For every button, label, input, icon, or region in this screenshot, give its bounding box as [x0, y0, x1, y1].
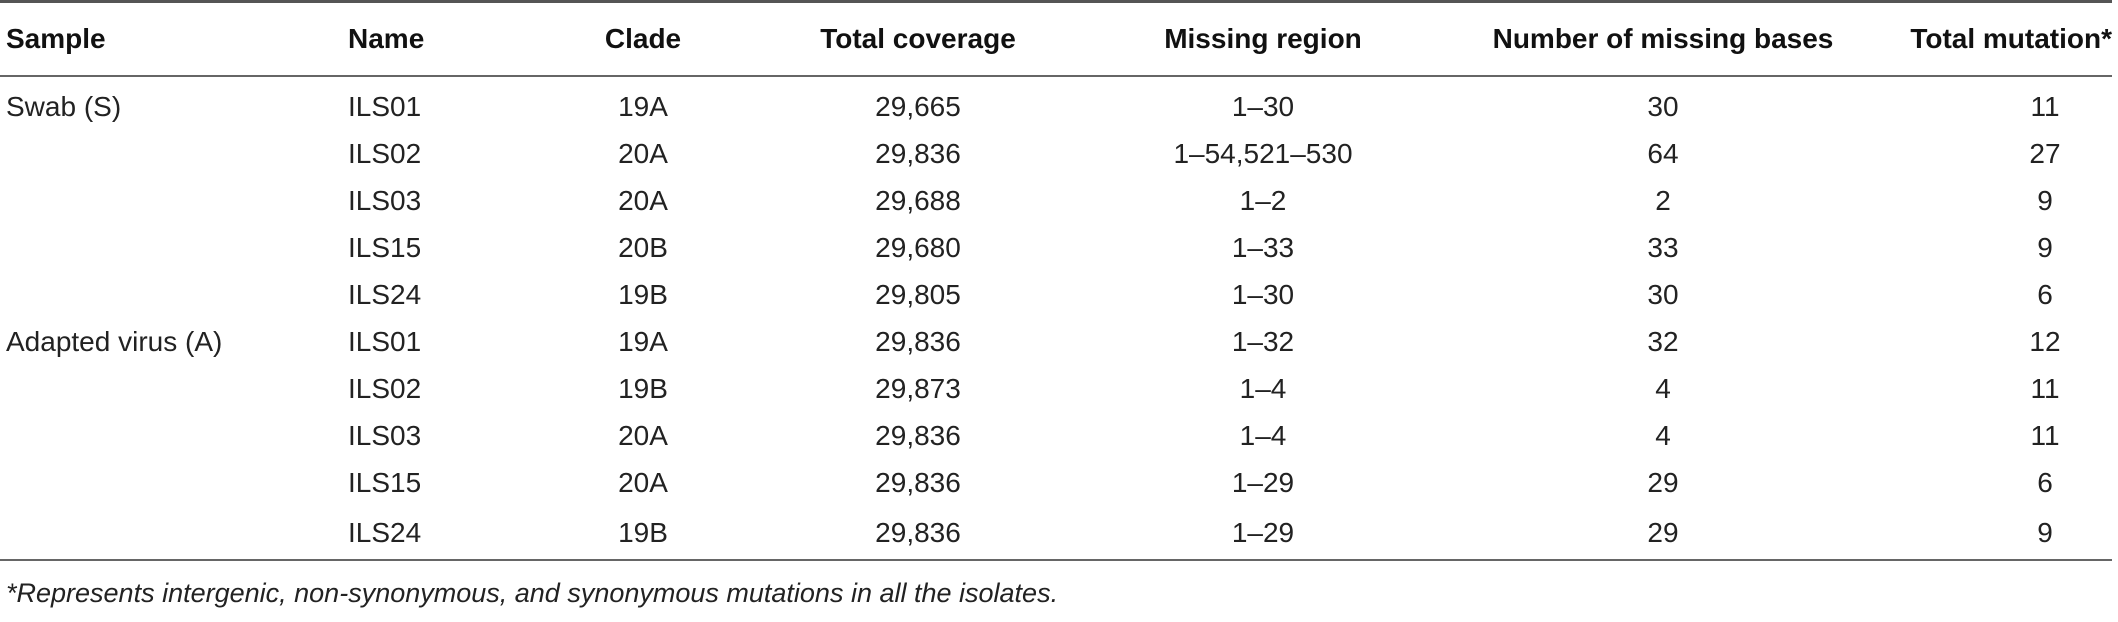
table-row: ILS15 20B 29,680 1–33 33 9 [0, 224, 2112, 271]
cell-name: ILS02 [348, 137, 422, 169]
cell-missing-bases: 29 [1647, 467, 1679, 499]
cell-missing-bases: 30 [1647, 90, 1679, 122]
header-name: Name [348, 0, 518, 77]
cell-name: ILS03 [348, 184, 422, 216]
cell-missing-region: 1–32 [1231, 326, 1295, 358]
table-row: Swab (S) ILS01 19A 29,665 1–30 30 11 [0, 76, 2112, 130]
cell-total-coverage: 29,836 [768, 506, 1068, 561]
cell-total-mutation: 9 [2037, 184, 2053, 216]
cell-clade: 20A [618, 137, 668, 169]
cell-clade: 19B [518, 506, 768, 561]
cell-total-mutation: 6 [2037, 467, 2053, 499]
table-row: ILS24 19B 29,836 1–29 29 9 [0, 506, 2112, 561]
cell-sample [0, 177, 348, 224]
cell-clade: 20A [618, 467, 668, 499]
cell-sample [0, 506, 348, 561]
cell-missing-region: 1–4 [1239, 373, 1287, 405]
table-footnote: *Represents intergenic, non-synonymous, … [6, 578, 1059, 608]
cell-sample [0, 224, 348, 271]
table-row: ILS24 19B 29,805 1–30 30 6 [0, 271, 2112, 318]
cell-missing-region: 1–29 [1068, 506, 1458, 561]
cell-name: ILS24 [348, 506, 518, 561]
table-row: Adapted virus (A) ILS01 19A 29,836 1–32 32 12 [0, 318, 2112, 365]
cell-total-mutation: 6 [2037, 278, 2053, 310]
cell-missing-bases: 30 [1647, 278, 1679, 310]
cell-total-coverage: 29,836 [875, 467, 961, 499]
cell-total-coverage: 29,873 [875, 373, 961, 405]
cell-clade: 20A [618, 420, 668, 452]
cell-name: ILS03 [348, 420, 422, 452]
cell-missing-region: 1–33 [1231, 231, 1295, 263]
cell-missing-bases: 4 [1655, 420, 1671, 452]
cell-clade: 20A [618, 184, 668, 216]
cell-missing-bases: 64 [1647, 137, 1679, 169]
cell-name: ILS02 [348, 373, 422, 405]
header-clade: Clade [518, 0, 768, 77]
cell-missing-region: 1–2 [1239, 184, 1287, 216]
cell-sample [0, 460, 348, 507]
cell-name: ILS15 [348, 231, 422, 263]
header-missing-bases: Number of missing bases [1458, 0, 1868, 77]
cell-sample [0, 130, 348, 177]
cell-clade: 19B [618, 373, 668, 405]
header-row: Sample Name Clade Total coverage Missing… [0, 0, 2112, 77]
header-sample: Sample [0, 0, 348, 77]
table-body: Swab (S) ILS01 19A 29,665 1–30 30 11 ILS02 20A 29… [0, 76, 2112, 561]
cell-missing-region: 1–29 [1231, 467, 1295, 499]
cell-total-mutation: 9 [2037, 231, 2053, 263]
header-missing-region: Missing region [1068, 0, 1458, 77]
cell-missing-bases: 32 [1647, 326, 1679, 358]
cell-sample: Swab (S) [6, 90, 122, 122]
header-total-coverage: Total coverage [768, 0, 1068, 77]
cell-sample [0, 413, 348, 460]
cell-total-mutation: 27 [2029, 137, 2061, 169]
cell-sample: Adapted virus (A) [6, 326, 223, 358]
cell-name: ILS01 [348, 326, 422, 358]
cell-name: ILS01 [348, 90, 422, 122]
cell-missing-bases: 2 [1655, 184, 1671, 216]
cell-total-coverage: 29,836 [875, 137, 961, 169]
cell-missing-region: 1–4 [1239, 420, 1287, 452]
cell-missing-region: 1–54,521–530 [1173, 137, 1353, 169]
cell-total-coverage: 29,836 [875, 420, 961, 452]
table-row: ILS02 20A 29,836 1–54,521–530 64 27 [0, 130, 2112, 177]
cell-total-mutation: 11 [2030, 90, 2060, 122]
cell-clade: 19A [618, 90, 668, 122]
cell-missing-bases: 4 [1655, 373, 1671, 405]
cell-sample [0, 271, 348, 318]
table-row: ILS03 20A 29,836 1–4 4 11 [0, 413, 2112, 460]
cell-missing-region: 1–30 [1231, 90, 1295, 122]
table-row: ILS02 19B 29,873 1–4 4 11 [0, 366, 2112, 413]
cell-total-coverage: 29,680 [875, 231, 961, 263]
cell-clade: 19B [618, 278, 668, 310]
cell-total-mutation: 12 [2029, 326, 2061, 358]
data-table: Sample Name Clade Total coverage Missing… [0, 0, 2112, 561]
cell-total-mutation: 11 [2030, 373, 2060, 405]
table-row: ILS15 20A 29,836 1–29 29 6 [0, 460, 2112, 507]
table-row: ILS03 20A 29,688 1–2 2 9 [0, 177, 2112, 224]
cell-sample [0, 366, 348, 413]
cell-total-coverage: 29,688 [875, 184, 961, 216]
cell-missing-region: 1–30 [1231, 278, 1295, 310]
cell-clade: 19A [618, 326, 668, 358]
cell-name: ILS15 [348, 467, 422, 499]
header-total-mutation: Total mutation* [1868, 0, 2112, 77]
cell-total-mutation: 9 [1868, 506, 2112, 561]
cell-clade: 20B [618, 231, 668, 263]
cell-missing-bases: 29 [1458, 506, 1868, 561]
cell-total-coverage: 29,805 [875, 278, 961, 310]
cell-total-coverage: 29,836 [875, 326, 961, 358]
cell-total-mutation: 11 [2030, 420, 2060, 452]
cell-total-coverage: 29,665 [875, 90, 961, 122]
cell-name: ILS24 [348, 278, 422, 310]
cell-missing-bases: 33 [1647, 231, 1679, 263]
